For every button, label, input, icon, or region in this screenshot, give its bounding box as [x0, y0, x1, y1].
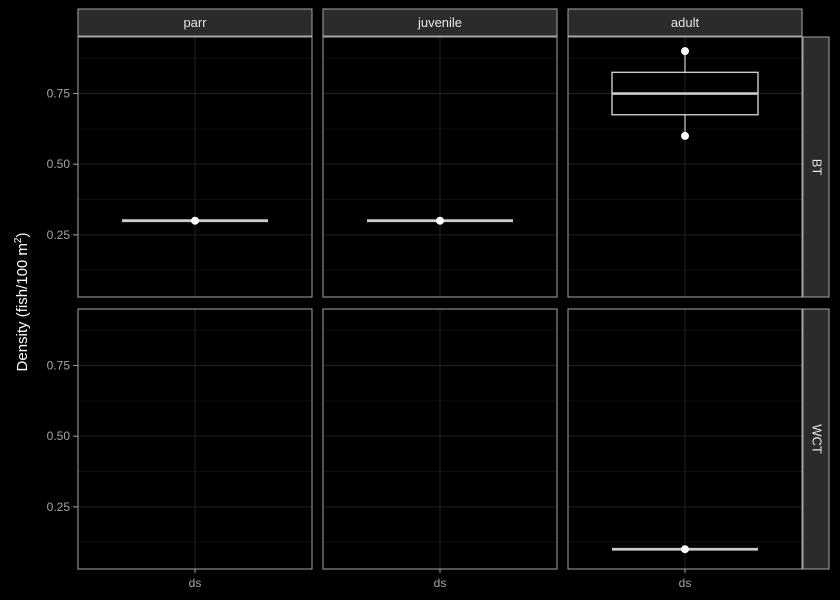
- panel-border-BT-adult: [567, 36, 803, 298]
- x-tick-label: ds: [434, 576, 447, 590]
- y-axis-title-main: Density (fish/100 m: [14, 243, 31, 371]
- facet-strip-adult: [567, 8, 803, 37]
- data-point: [681, 47, 689, 56]
- facet-grid: parr juvenile adult BT WCT 0.25 0.50 0.75 0.25 0.…: [47, 8, 830, 590]
- y-tick-label: 0.75: [47, 359, 71, 373]
- facet-strip-BT: [802, 36, 830, 298]
- panel-border-WCT-parr: [77, 308, 313, 570]
- facet-strip-label-parr: parr: [183, 15, 207, 30]
- x-tick-label: ds: [189, 576, 202, 590]
- x-tick-label: ds: [679, 576, 692, 590]
- panel-border-BT-juvenile: [322, 36, 558, 298]
- panel-border-WCT-adult: [567, 308, 803, 570]
- data-point: [436, 216, 444, 225]
- panel-border-WCT-juvenile: [322, 308, 558, 570]
- y-tick-label: 0.25: [47, 228, 71, 242]
- panel-border-BT-parr: [77, 36, 313, 298]
- facet-strip-label-WCT: WCT: [810, 424, 825, 454]
- facet-strip-label-juvenile: juvenile: [417, 15, 462, 30]
- y-tick-label: 0.25: [47, 500, 71, 514]
- facet-strip-label-BT: BT: [810, 159, 825, 176]
- facet-strip-parr: [77, 8, 313, 37]
- y-axis-title-superscript: 2: [13, 237, 24, 243]
- y-axis-title-end: ): [14, 233, 31, 238]
- facet-strip-label-adult: adult: [671, 15, 700, 30]
- data-point: [681, 545, 689, 554]
- y-tick-label: 0.50: [47, 429, 71, 443]
- y-tick-label: 0.75: [47, 87, 71, 101]
- facet-strip-WCT: [802, 308, 830, 570]
- facet-strip-juvenile: [322, 8, 558, 37]
- data-point: [191, 216, 199, 225]
- y-tick-label: 0.50: [47, 157, 71, 171]
- y-axis-title: Density (fish/100 m2): [13, 233, 31, 372]
- data-point: [681, 131, 689, 140]
